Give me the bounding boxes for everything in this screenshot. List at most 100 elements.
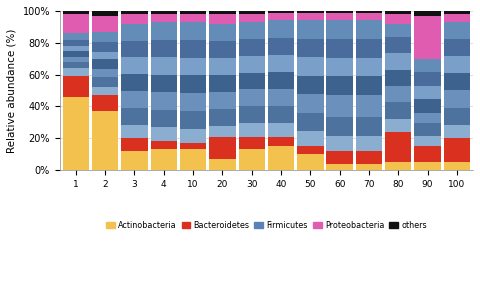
Bar xyxy=(268,11,294,12)
Bar xyxy=(414,123,441,136)
Bar xyxy=(239,90,265,106)
Bar xyxy=(209,11,236,14)
Bar xyxy=(180,111,206,129)
Bar xyxy=(444,125,470,138)
Bar xyxy=(209,41,236,58)
Bar xyxy=(63,76,89,97)
Bar xyxy=(239,149,265,170)
Bar xyxy=(385,70,411,86)
Bar xyxy=(385,132,411,162)
Bar xyxy=(297,113,324,131)
Bar xyxy=(180,129,206,143)
Bar xyxy=(414,99,441,113)
Bar xyxy=(151,40,177,57)
Bar xyxy=(326,12,353,21)
Bar xyxy=(356,39,382,58)
Bar xyxy=(151,14,177,22)
Bar xyxy=(414,136,441,146)
Bar xyxy=(326,136,353,151)
Bar xyxy=(297,95,324,113)
Bar xyxy=(180,143,206,149)
Bar xyxy=(180,149,206,170)
Bar xyxy=(268,55,294,72)
Bar xyxy=(414,16,441,59)
Bar xyxy=(180,58,206,75)
Bar xyxy=(63,97,89,170)
Bar xyxy=(209,159,236,170)
Bar xyxy=(268,106,294,123)
Bar xyxy=(239,14,265,22)
Bar xyxy=(326,39,353,58)
Bar xyxy=(326,117,353,136)
Bar xyxy=(297,146,324,154)
Bar xyxy=(121,24,148,41)
Bar xyxy=(268,123,294,137)
Bar xyxy=(63,40,89,46)
Bar xyxy=(239,137,265,149)
Bar xyxy=(121,108,148,125)
Bar xyxy=(356,21,382,39)
Bar xyxy=(385,102,411,119)
Bar xyxy=(414,162,441,170)
Bar xyxy=(414,113,441,123)
Bar xyxy=(180,40,206,58)
Bar xyxy=(63,14,89,33)
Bar xyxy=(121,91,148,108)
Bar xyxy=(92,59,119,69)
Bar xyxy=(444,11,470,14)
Bar xyxy=(121,74,148,91)
Bar xyxy=(385,119,411,132)
Bar xyxy=(356,58,382,77)
Bar xyxy=(385,14,411,24)
Bar xyxy=(444,108,470,125)
Bar xyxy=(121,125,148,138)
Bar xyxy=(63,33,89,40)
Bar xyxy=(385,37,411,53)
Bar xyxy=(63,62,89,68)
Bar xyxy=(92,69,119,77)
Bar xyxy=(444,90,470,108)
Bar xyxy=(151,22,177,40)
Bar xyxy=(63,57,89,62)
Bar xyxy=(356,11,382,12)
Bar xyxy=(297,76,324,95)
Bar xyxy=(92,52,119,59)
Bar xyxy=(268,89,294,106)
Bar xyxy=(297,11,324,12)
Bar xyxy=(180,93,206,111)
Bar xyxy=(326,21,353,39)
Bar xyxy=(151,92,177,110)
Bar xyxy=(121,57,148,74)
Bar xyxy=(414,146,441,162)
Bar xyxy=(239,11,265,14)
Bar xyxy=(239,123,265,137)
Bar xyxy=(121,11,148,14)
Bar xyxy=(326,95,353,117)
Bar xyxy=(385,24,411,37)
Bar xyxy=(444,56,470,73)
Bar xyxy=(92,87,119,95)
Bar xyxy=(92,111,119,170)
Bar xyxy=(268,72,294,89)
Bar xyxy=(121,41,148,57)
Bar xyxy=(385,11,411,14)
Bar xyxy=(239,22,265,39)
Bar xyxy=(209,75,236,92)
Bar xyxy=(414,86,441,99)
Bar xyxy=(239,72,265,90)
Bar xyxy=(326,164,353,170)
Bar xyxy=(92,16,119,32)
Bar xyxy=(209,58,236,75)
Bar xyxy=(151,110,177,127)
Bar xyxy=(297,12,324,21)
Bar xyxy=(414,59,441,72)
Bar xyxy=(92,77,119,87)
Bar xyxy=(326,11,353,12)
Bar xyxy=(385,53,411,70)
Bar xyxy=(180,14,206,22)
Bar xyxy=(297,154,324,170)
Bar xyxy=(444,14,470,22)
Bar xyxy=(356,164,382,170)
Bar xyxy=(63,68,89,76)
Bar xyxy=(385,162,411,170)
